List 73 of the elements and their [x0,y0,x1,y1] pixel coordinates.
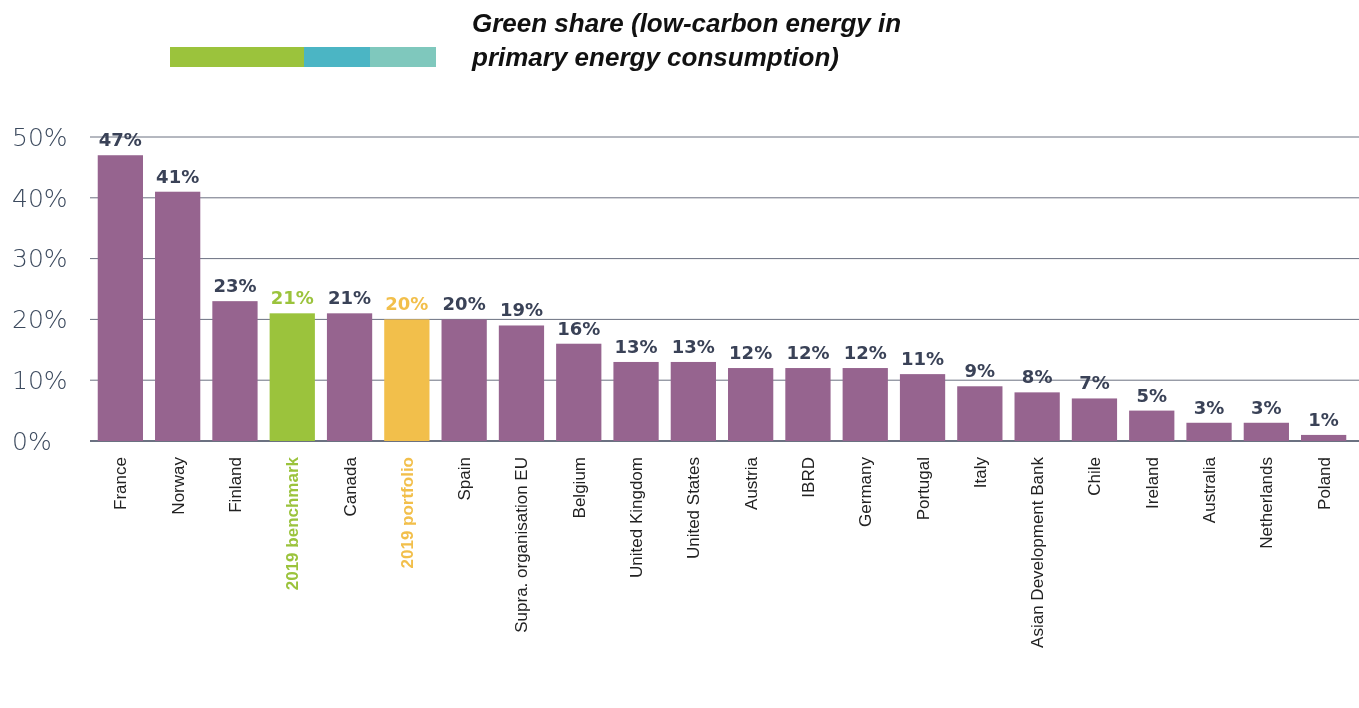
bar [899,374,946,441]
x-tick-label: 2019 portfolio [397,457,417,569]
bar [1071,398,1118,441]
data-label: 13% [614,335,658,357]
bar [670,361,716,441]
data-label: 20% [385,293,429,315]
bar [957,386,1003,441]
data-label: 3% [1193,396,1225,418]
data-label: 13% [671,335,715,357]
data-label: 7% [1079,372,1110,394]
bar [1301,434,1347,441]
data-label: 20% [442,293,486,315]
x-tick-label: 2019 benchmark [283,456,303,591]
x-tick-label: Ireland [1142,457,1162,509]
data-label: 9% [964,360,996,382]
y-tick-label: 10% [12,365,68,395]
x-tick-label: Canada [340,456,360,517]
data-label: 19% [499,299,543,321]
x-tick-label: Australia [1200,456,1220,524]
data-label: 12% [729,342,773,364]
y-tick-label: 40% [12,183,68,213]
data-label: 12% [843,342,887,364]
x-tick-label: Spain [455,457,475,501]
bar [212,301,258,441]
bar [556,343,602,441]
data-label: 1% [1308,408,1339,430]
bar [155,191,201,441]
bar [785,368,831,441]
bar [1129,410,1175,441]
x-tick-label: Chile [1085,457,1105,496]
data-label: 23% [213,275,257,297]
bar [613,361,659,441]
y-tick-label: 30% [12,244,68,274]
bar [269,313,315,441]
data-label: 21% [270,287,314,309]
y-tick-label: 20% [12,305,68,335]
bar [441,319,487,441]
data-label: 16% [557,317,601,339]
bar [842,368,888,441]
data-label: 12% [786,342,830,364]
bar [326,313,373,441]
data-label: 8% [1021,366,1053,388]
data-label: 21% [328,287,372,309]
x-tick-label: Portugal [913,457,933,521]
x-tick-label: Austria [741,456,761,510]
x-tick-label: Poland [1314,457,1334,510]
x-tick-label: Netherlands [1257,457,1277,549]
x-tick-label: Finland [225,457,245,513]
x-tick-label: Belgium [569,457,589,519]
y-tick-label: 0% [12,426,52,456]
x-tick-label: United States [684,457,704,560]
data-label: 47% [98,129,142,151]
bar [728,368,774,441]
x-tick-label: Asian Development Bank [1028,456,1048,648]
x-tick-label: France [111,457,131,510]
x-tick-label: IBRD [798,457,818,498]
data-label: 3% [1251,396,1282,418]
x-tick-label: Supra. organisation EU [512,457,532,633]
x-tick-label: Germany [856,456,876,527]
bar [1014,392,1060,441]
data-label: 5% [1136,384,1168,406]
bar [1186,422,1232,441]
x-tick-label: Italy [970,456,990,489]
x-tick-label: Norway [168,456,188,515]
data-label: 41% [156,165,200,187]
x-tick-label: United Kingdom [627,457,647,578]
bar [384,319,430,441]
bar [97,155,143,441]
y-tick-label: 50% [12,122,68,152]
data-label: 11% [901,348,945,370]
bar [1243,422,1289,441]
bar [498,325,545,441]
chart-title: Green share (low-carbon energy in primary energy consumption) [471,8,902,72]
